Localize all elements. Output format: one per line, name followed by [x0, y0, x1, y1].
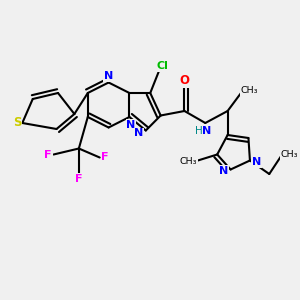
Text: N: N	[219, 166, 229, 176]
Text: F: F	[101, 152, 109, 163]
Text: CH₃: CH₃	[241, 86, 258, 95]
Text: Cl: Cl	[156, 61, 168, 71]
Text: N: N	[104, 71, 113, 81]
Text: CH₃: CH₃	[281, 150, 298, 159]
Text: N: N	[202, 125, 212, 136]
Text: N: N	[126, 119, 136, 130]
Text: N: N	[134, 128, 143, 139]
Text: CH₃: CH₃	[180, 157, 197, 166]
Text: F: F	[44, 149, 52, 160]
Text: N: N	[252, 157, 261, 167]
Text: O: O	[179, 74, 190, 87]
Text: S: S	[13, 116, 21, 129]
Text: F: F	[75, 173, 82, 184]
Text: H: H	[195, 126, 202, 136]
